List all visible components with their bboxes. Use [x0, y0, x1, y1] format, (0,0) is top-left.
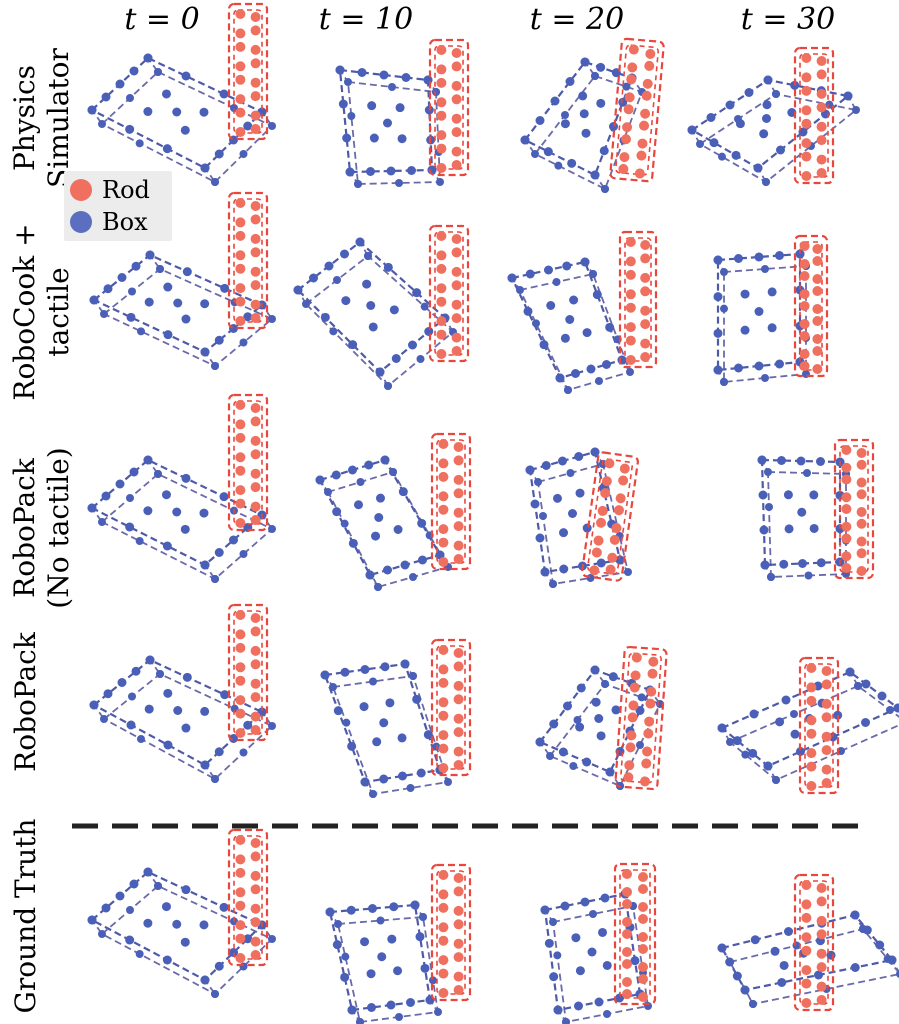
panel-r1-c2: [335, 38, 470, 188]
panel-r5-c4: [717, 873, 899, 1012]
panel-r2-c1: [89, 191, 276, 370]
row-label-physics-simulator: Physics Simulator: [8, 48, 75, 188]
row-label-robocook-tactile: RoboCook + tactile: [8, 223, 75, 401]
column-label-t0: t = 0: [124, 2, 200, 37]
panel-r5-c2: [325, 863, 472, 1024]
box-swatch-icon: [70, 211, 92, 233]
legend-item-box: Box: [70, 207, 148, 237]
panel-r1-c4: [687, 46, 860, 186]
legend-item-rod: Rod: [70, 175, 150, 205]
panel-r2-c3: [507, 230, 658, 394]
panel-r2-c2: [293, 224, 470, 390]
panel-r3-c2: [315, 432, 472, 591]
panel-r5-c3: [540, 862, 657, 1024]
column-label-t10: t = 10: [318, 2, 414, 37]
panel-r4-c4: [717, 656, 899, 795]
panel-r3-c1: [87, 393, 276, 583]
panel-r4-c2: [320, 638, 472, 798]
panel-r1-c3: [520, 37, 665, 193]
panel-r1-c1: [87, 2, 276, 186]
panel-r3-c3: [525, 447, 639, 588]
row-label-robopack: RoboPack: [9, 632, 42, 772]
column-label-t30: t = 30: [740, 2, 836, 37]
panel-r2-c4: [713, 234, 829, 386]
panel-r5-c1: [87, 828, 276, 998]
row-label-ground-truth: Ground Truth: [9, 818, 42, 1014]
column-label-t20: t = 20: [529, 2, 625, 37]
panel-r4-c3: [535, 645, 668, 791]
row-label-robopack-no-tactile: RoboPack (No tactile): [8, 447, 75, 609]
rod-swatch-icon: [70, 179, 92, 201]
legend: Rod Box: [64, 171, 172, 241]
panel-r4-c1: [89, 603, 276, 783]
panel-r3-c4: [757, 438, 875, 581]
